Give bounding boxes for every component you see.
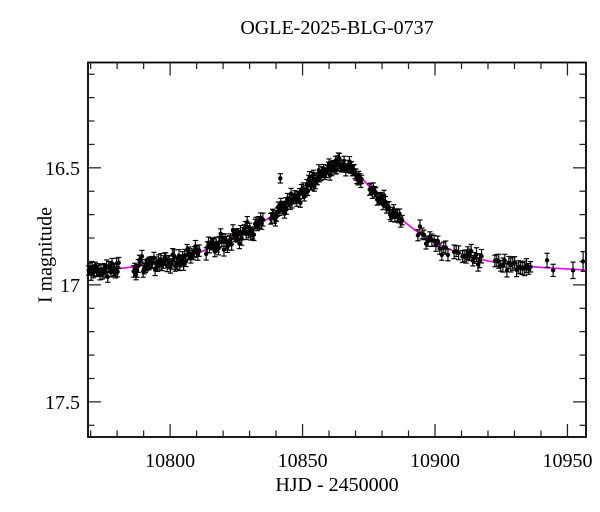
y-tick-labels: 16.5 17 17.5 <box>45 158 80 414</box>
chart-title: OGLE-2025-BLG-0737 <box>240 17 434 39</box>
y-major-ticks <box>88 167 586 403</box>
y-tick-label: 17.5 <box>45 392 80 414</box>
outlier-point <box>277 173 283 184</box>
x-major-ticks <box>169 62 569 437</box>
y-tick-label: 17 <box>60 275 80 297</box>
y-axis-title: I magnitude <box>34 206 57 304</box>
photometry-points <box>86 152 586 283</box>
model-curve <box>87 162 587 272</box>
x-tick-labels: 10800 10850 10900 10950 <box>145 450 592 472</box>
x-tick-label: 10800 <box>145 450 195 472</box>
y-minor-ticks <box>88 73 586 426</box>
x-tick-label: 10900 <box>410 450 460 472</box>
x-minor-ticks <box>90 62 542 437</box>
y-tick-label: 16.5 <box>45 158 80 180</box>
plot-frame <box>87 61 587 438</box>
x-tick-label: 10850 <box>278 450 328 472</box>
x-tick-label: 10950 <box>542 450 592 472</box>
x-axis-title: HJD - 2450000 <box>275 474 399 496</box>
